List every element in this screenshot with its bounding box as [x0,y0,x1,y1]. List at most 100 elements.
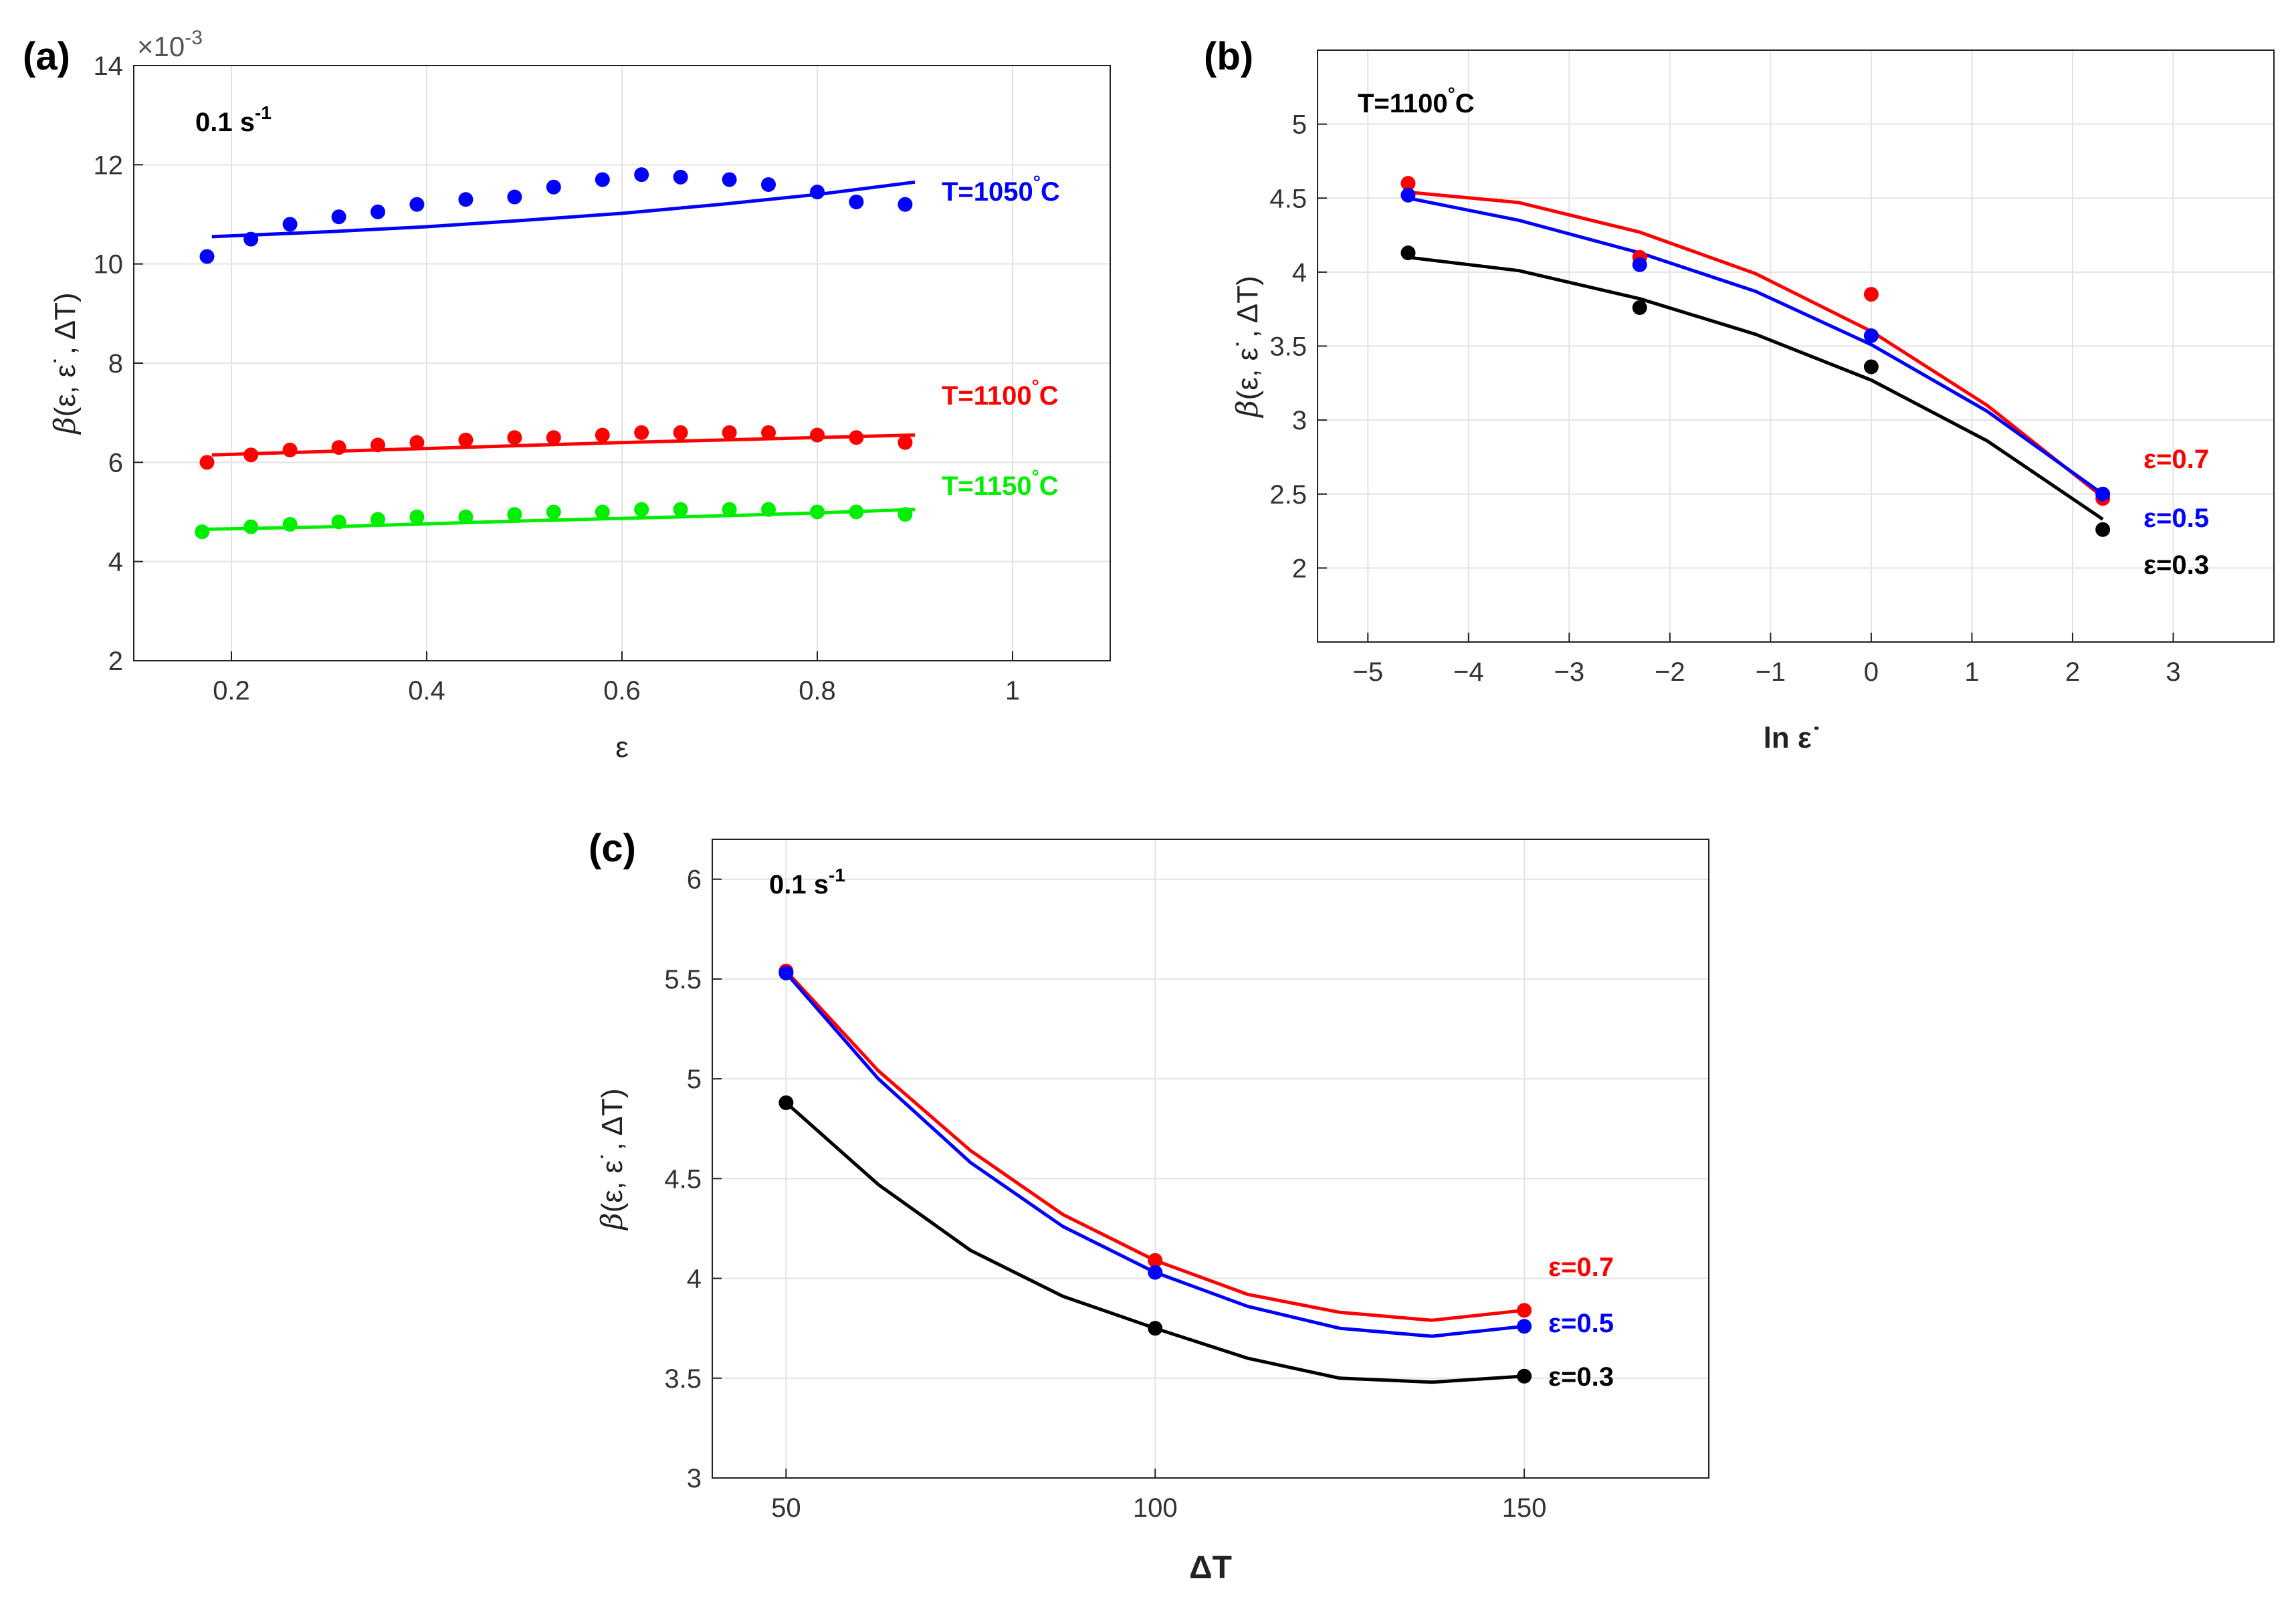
y-tick-label: 4 [687,1265,702,1294]
data-point [1517,1303,1532,1318]
x-tick-label: 0.8 [799,676,836,706]
chart-panel-a: 0.2 0.4 0.6 0.8 1 2 4 6 8 10 12 14 (a) ×10-3 0.1 s… [23,27,1111,764]
data-point [1517,1368,1532,1384]
y-axis-label-b: β(ε, ε˙, ΔT) [1231,276,1265,418]
data-point [371,204,385,219]
data-point [409,509,425,524]
data-point [595,427,610,443]
grid-c [712,839,1709,1479]
legend-eps-03-b: ε=0.3 [2144,550,2209,580]
data-point [673,425,688,440]
x-tick-label: 100 [1133,1493,1178,1523]
data-point [371,512,385,527]
rate-text: 0.1 s [195,108,255,137]
series-label-1050: T=1050°C [942,172,1060,207]
rate-label-c: 0.1 s-1 [769,865,845,899]
y-tick-label: 4.5 [1269,184,1307,213]
fit-line [211,433,916,457]
data-point [810,185,825,200]
data-point [331,440,346,455]
x-axis-label-b: ln ε˙ [1764,722,1822,754]
data-point [243,519,259,534]
y-tick-label: 3 [687,1464,702,1493]
data-point [282,442,298,457]
panel-label-a: (a) [23,35,70,78]
data-point [634,502,649,517]
data-point [546,504,561,520]
y-tick-label: 4 [1292,258,1307,288]
fit-line [202,508,916,531]
data-point [243,231,259,247]
x-ticks-a: 0.2 0.4 0.6 0.8 1 [213,651,1020,706]
fit-lines-a [202,180,916,531]
x-tick-label: 0.2 [213,676,250,706]
series-label-1150: T=1150°C [942,466,1059,501]
data-point [810,427,825,443]
x-ticks-c: 50 100 150 [771,1469,1546,1523]
data-points-a [195,167,913,540]
data-point [282,217,298,232]
x-tick-label: −1 [1756,657,1786,687]
data-point [409,197,425,212]
exponent-base: ×10 [137,31,185,62]
data-point [1517,1319,1532,1334]
data-point [898,197,913,212]
y-tick-label: 5 [687,1065,702,1094]
data-point [1863,328,1879,344]
series-label-1100: T=1100°C [942,376,1059,411]
data-point [673,502,688,517]
data-point [778,1095,794,1110]
data-point [898,507,913,522]
data-point [1863,287,1879,302]
data-point [722,502,737,517]
data-point [458,509,474,524]
x-axis-label-c: ΔT [1189,1550,1232,1586]
legend-eps-07-b: ε=0.7 [2144,445,2209,474]
panel-label-b: (b) [1204,35,1253,78]
data-point [371,437,385,453]
data-point [1863,359,1879,375]
data-point [849,504,864,520]
rate-label-a: 0.1 s-1 [195,102,272,137]
x-tick-label: 2 [2065,657,2080,687]
data-point [595,172,610,187]
x-tick-label: 3 [2166,657,2180,687]
x-tick-label: −4 [1453,657,1484,687]
data-point [243,447,259,463]
data-point [199,249,215,264]
data-point [778,965,794,980]
data-point [1148,1253,1163,1268]
panel-label-c: (c) [589,827,636,870]
y-tick-label: 14 [94,51,124,81]
fit-line [1408,196,2104,496]
exponent-power: -3 [185,27,203,49]
data-point [761,177,776,192]
data-point [1148,1265,1163,1280]
data-point [282,517,298,532]
y-tick-label: 3.5 [1269,332,1307,362]
x-tick-label: 0 [1864,657,1879,687]
y-tick-label: 5.5 [664,965,702,994]
x-tick-label: 150 [1502,1493,1547,1523]
data-point [761,502,776,517]
data-point [2095,486,2111,502]
data-point [195,524,210,540]
x-axis-label-a: ε [615,731,629,764]
data-point [546,179,561,195]
y-tick-label: 4.5 [664,1164,702,1194]
data-point [1632,300,1647,315]
y-tick-label: 8 [108,349,123,379]
fit-lines-b [1408,190,2104,521]
y-tick-label: 3.5 [664,1364,702,1394]
data-point [898,435,913,450]
data-point [761,425,776,440]
fit-line [1408,190,2104,499]
data-point [507,430,522,445]
x-tick-label: −5 [1352,657,1383,687]
data-point [1400,176,1416,191]
fit-line [1408,255,2104,521]
y-tick-label: 6 [687,865,702,895]
y-ticks-b: 2 2.5 3 3.5 4 4.5 5 [1269,110,1327,583]
data-point [722,172,737,187]
